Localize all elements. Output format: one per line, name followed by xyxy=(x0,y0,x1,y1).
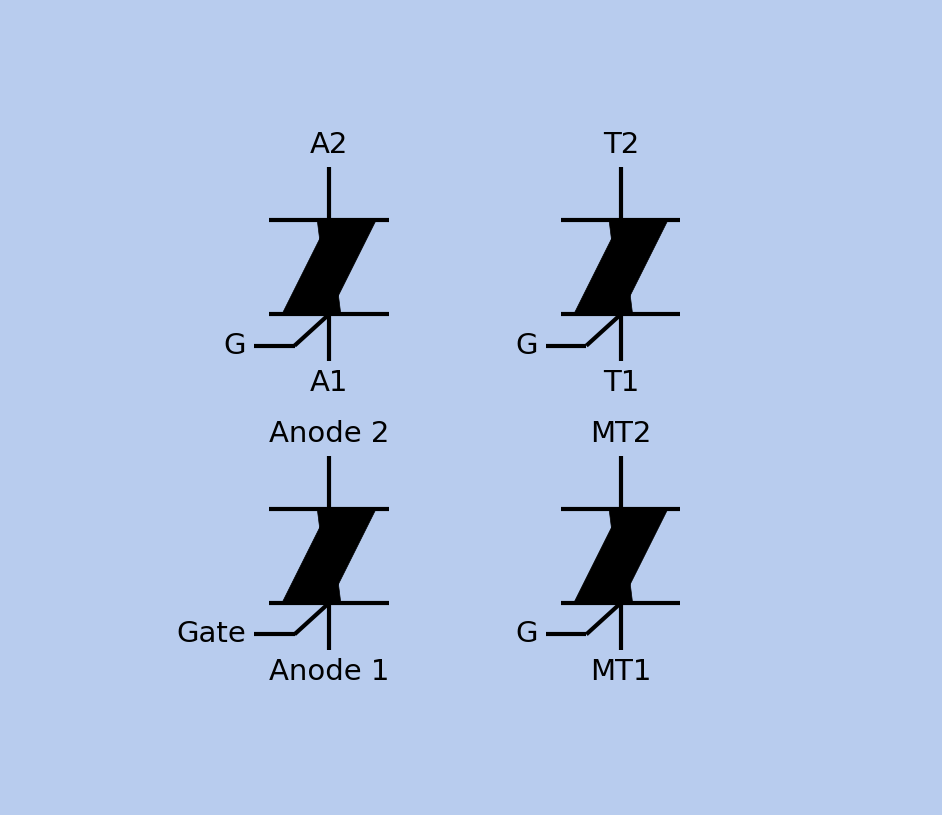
Text: A2: A2 xyxy=(310,131,349,159)
Text: T2: T2 xyxy=(603,131,639,159)
Polygon shape xyxy=(282,509,341,603)
Text: G: G xyxy=(223,332,246,359)
Polygon shape xyxy=(574,220,633,315)
Text: T1: T1 xyxy=(603,369,639,397)
Text: Anode 2: Anode 2 xyxy=(268,420,389,448)
Text: A1: A1 xyxy=(310,369,349,397)
Text: G: G xyxy=(515,332,538,359)
Polygon shape xyxy=(609,220,668,315)
Polygon shape xyxy=(609,509,668,603)
Text: Anode 1: Anode 1 xyxy=(268,658,389,685)
Polygon shape xyxy=(574,509,633,603)
Text: G: G xyxy=(515,620,538,649)
Polygon shape xyxy=(317,509,376,603)
Text: Gate: Gate xyxy=(176,620,246,649)
Text: MT1: MT1 xyxy=(590,658,652,685)
Polygon shape xyxy=(282,220,341,315)
Polygon shape xyxy=(317,220,376,315)
Text: MT2: MT2 xyxy=(590,420,652,448)
